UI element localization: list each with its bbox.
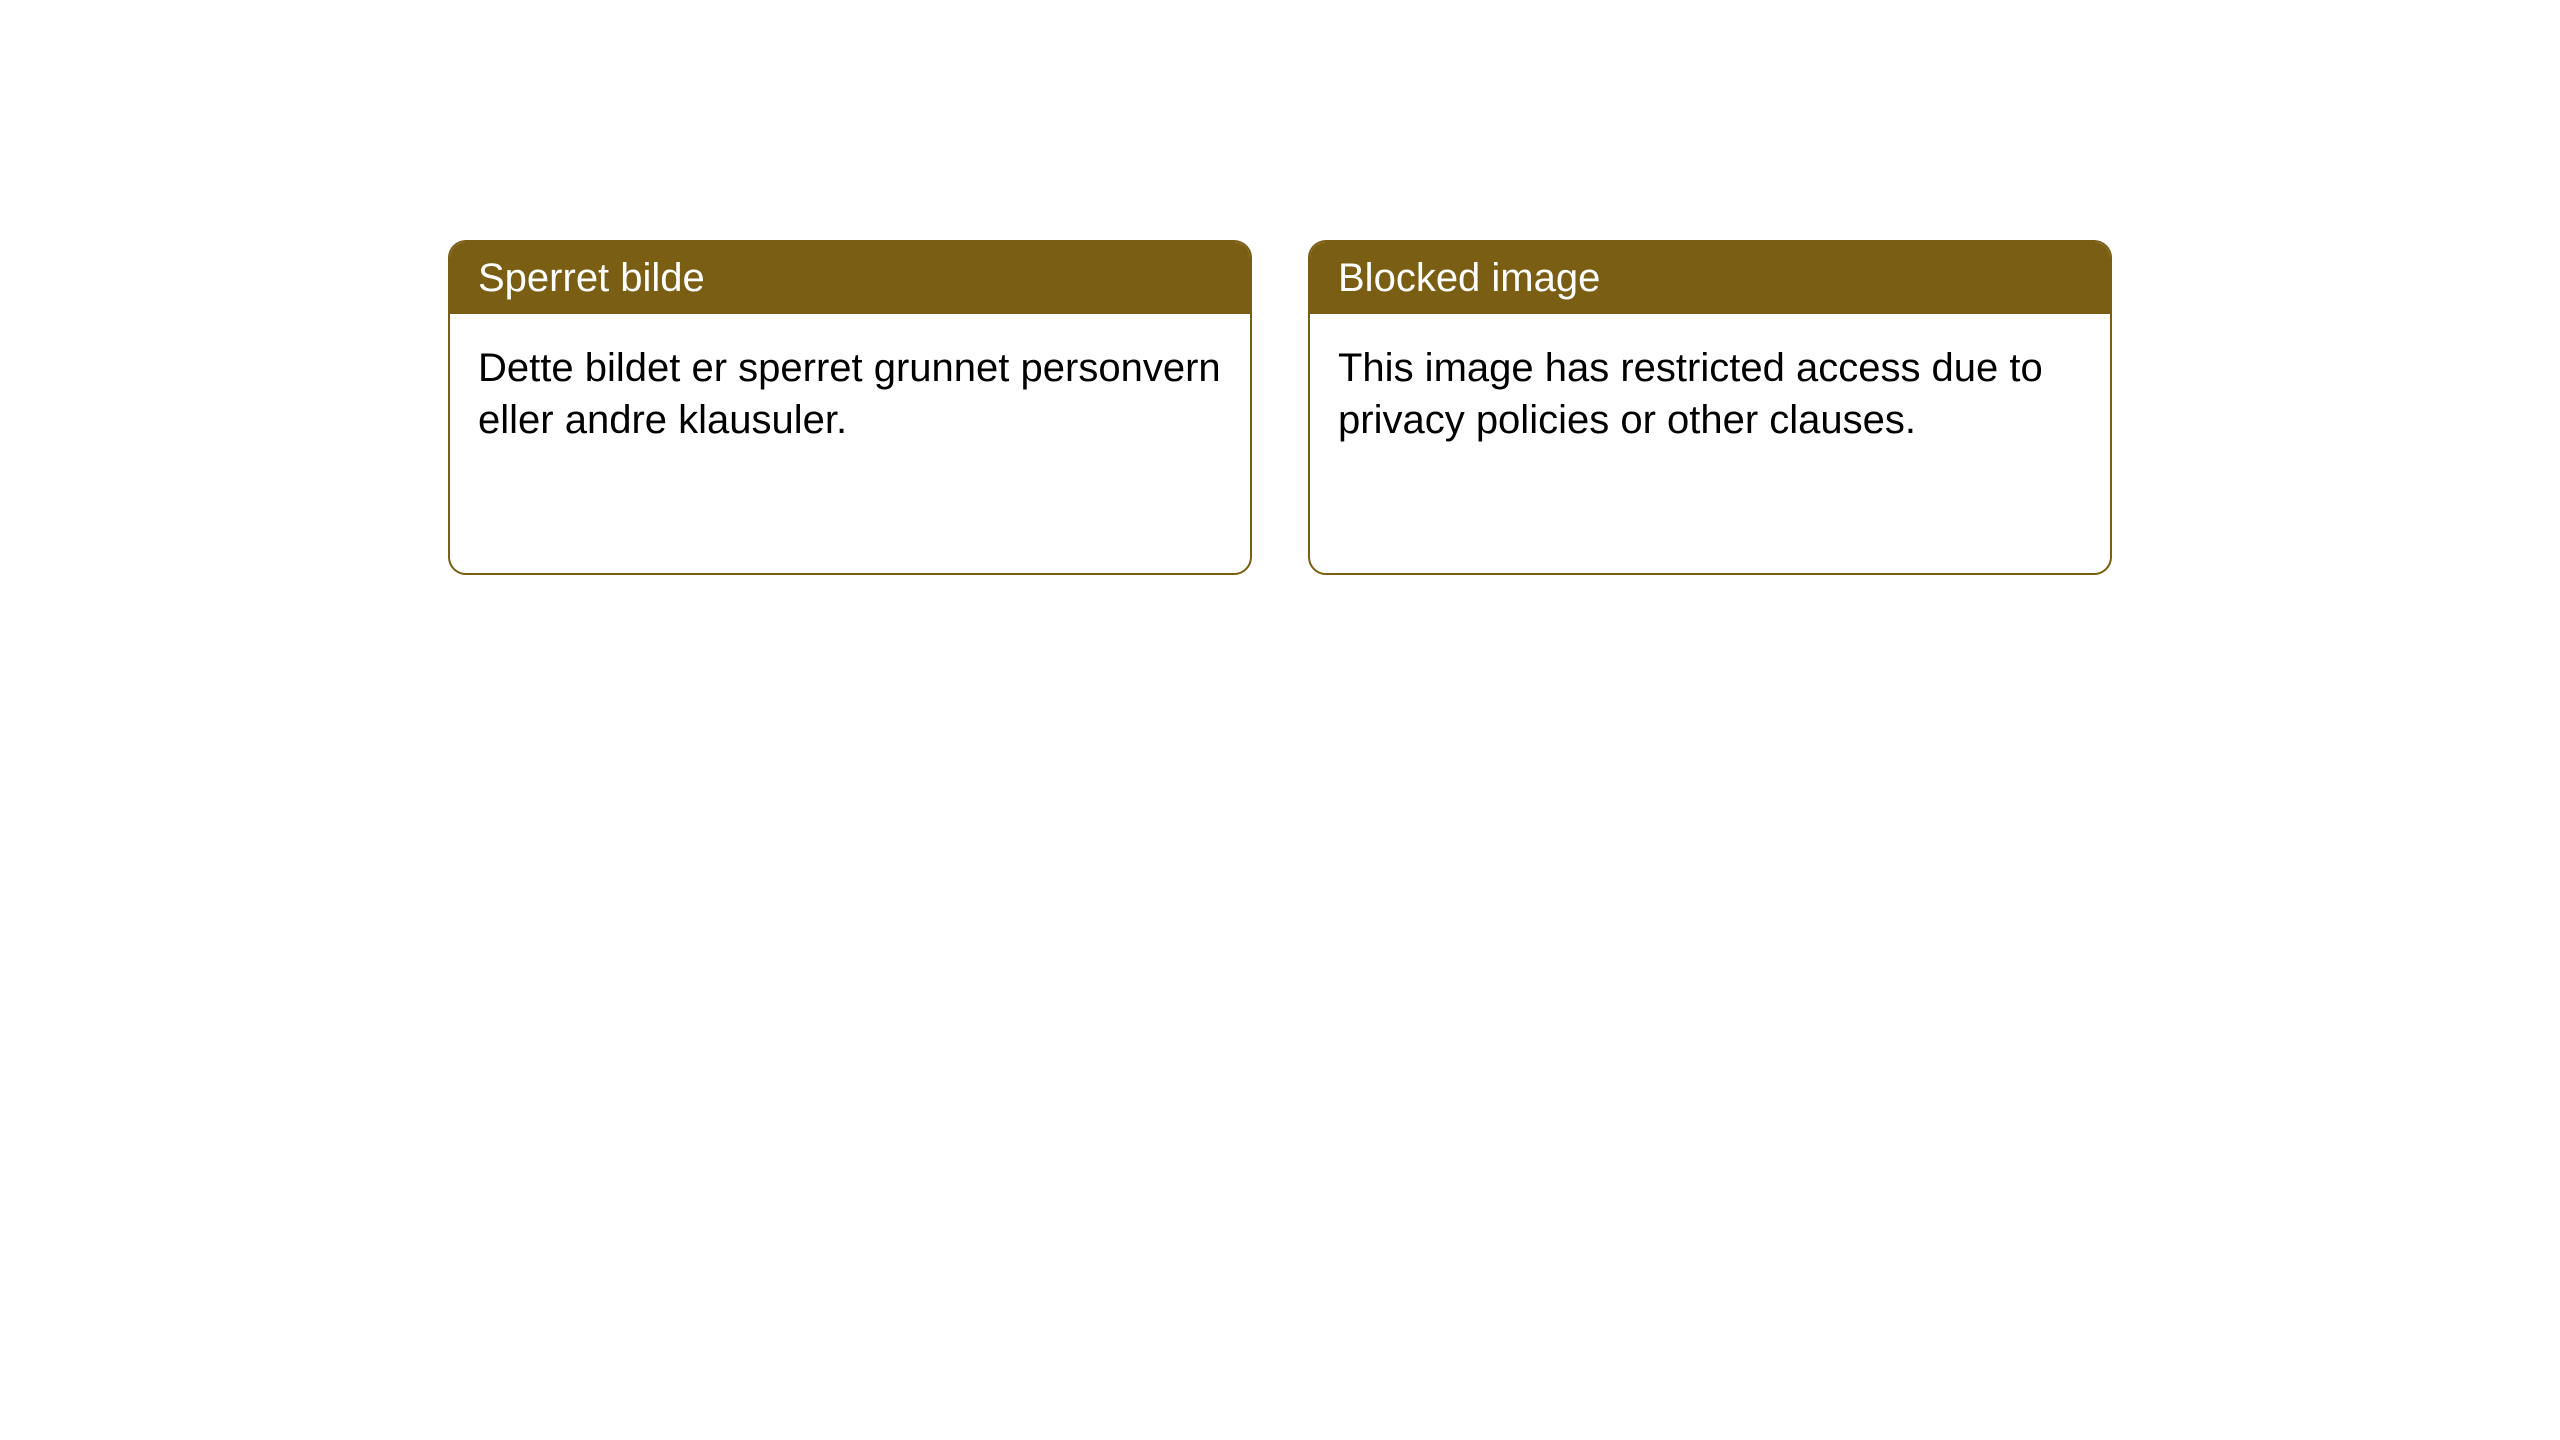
card-body: This image has restricted access due to … — [1310, 314, 2110, 474]
card-body: Dette bildet er sperret grunnet personve… — [450, 314, 1250, 474]
blocked-image-card-en: Blocked image This image has restricted … — [1308, 240, 2112, 575]
card-header-text: Blocked image — [1338, 256, 1600, 300]
card-header: Sperret bilde — [450, 242, 1250, 314]
cards-container: Sperret bilde Dette bildet er sperret gr… — [448, 240, 2112, 575]
card-body-text: This image has restricted access due to … — [1338, 346, 2043, 442]
card-header-text: Sperret bilde — [478, 256, 705, 300]
blocked-image-card-no: Sperret bilde Dette bildet er sperret gr… — [448, 240, 1252, 575]
card-body-text: Dette bildet er sperret grunnet personve… — [478, 346, 1221, 442]
card-header: Blocked image — [1310, 242, 2110, 314]
